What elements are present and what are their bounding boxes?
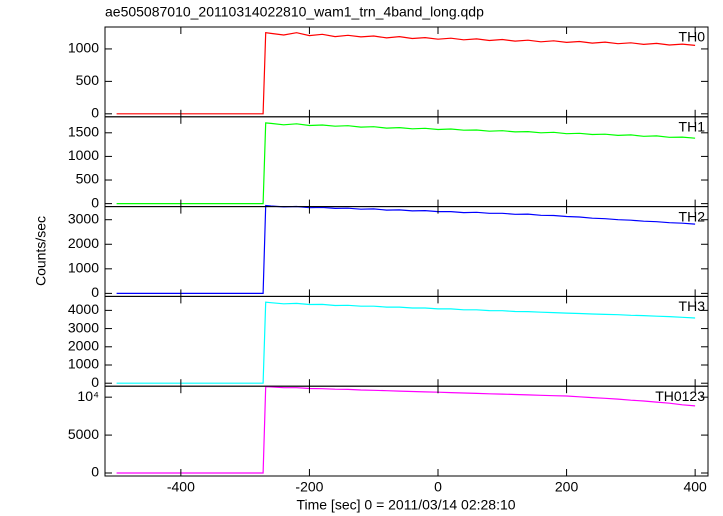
data-line <box>116 301 696 384</box>
y-tick-label: 1500 <box>68 124 99 140</box>
y-tick-label: 1000 <box>68 147 99 163</box>
x-axis-label: Time [sec] 0 = 2011/03/14 02:28:10 <box>296 497 515 513</box>
panel-frame <box>104 385 709 477</box>
x-tick-label: -400 <box>167 479 195 495</box>
y-tick-label: 3000 <box>68 210 99 226</box>
panel-frame <box>104 26 709 118</box>
panel-label: TH1 <box>679 119 706 135</box>
panel-frame <box>104 295 709 387</box>
y-tick-label: 1000 <box>68 40 99 56</box>
data-line <box>116 32 696 115</box>
x-tick-label: 400 <box>683 479 707 495</box>
panel-label: TH0123 <box>655 388 705 404</box>
y-tick-label: 10⁴ <box>77 388 99 404</box>
y-tick-label: 500 <box>76 72 100 88</box>
x-tick-label: 0 <box>434 479 442 495</box>
y-axis-label: Counts/sec <box>33 216 49 286</box>
data-line <box>116 385 696 474</box>
panel-label: TH0 <box>679 29 706 45</box>
y-tick-label: 4000 <box>68 301 99 317</box>
panel-label: TH3 <box>679 298 706 314</box>
y-tick-label: 5000 <box>68 426 99 442</box>
y-tick-label: 0 <box>91 105 99 121</box>
y-tick-label: 0 <box>91 284 99 300</box>
y-tick-label: 2000 <box>68 337 99 353</box>
y-tick-label: 3000 <box>68 319 99 335</box>
x-tick-label: 200 <box>555 479 579 495</box>
y-tick-label: 2000 <box>68 235 99 251</box>
y-tick-label: 500 <box>76 171 100 187</box>
x-tick-label: -200 <box>295 479 323 495</box>
panel-frame <box>104 116 709 208</box>
data-line <box>116 122 696 205</box>
data-line <box>116 204 696 294</box>
y-tick-label: 0 <box>91 374 99 390</box>
y-tick-label: 0 <box>91 464 99 480</box>
chart-title: ae505087010_20110314022810_wam1_trn_4ban… <box>105 4 484 20</box>
y-tick-label: 1000 <box>68 356 99 372</box>
panel-label: TH2 <box>679 208 706 224</box>
y-tick-label: 1000 <box>68 260 99 276</box>
y-tick-label: 0 <box>91 194 99 210</box>
